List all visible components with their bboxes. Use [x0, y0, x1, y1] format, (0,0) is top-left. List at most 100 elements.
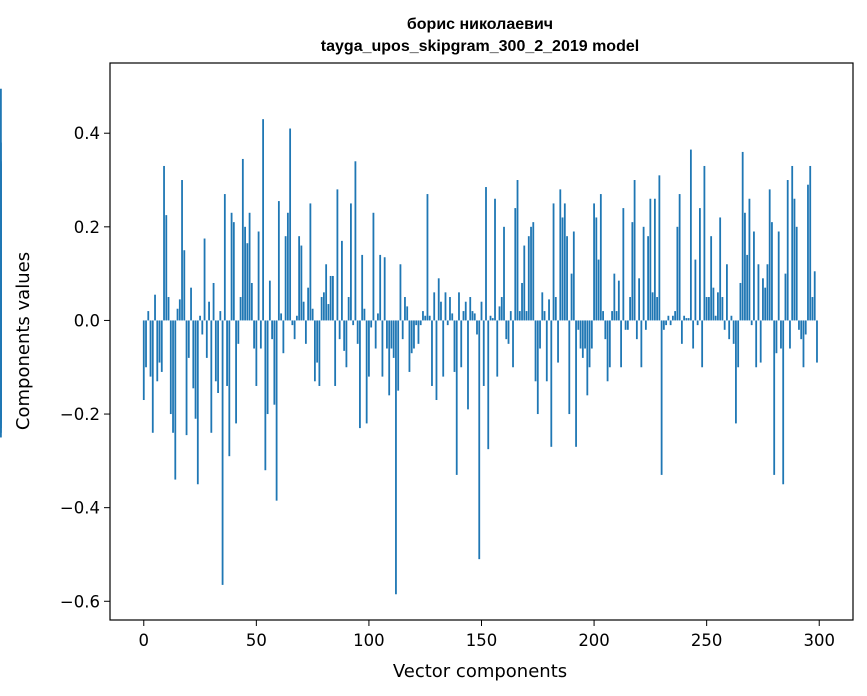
bar-234: [669, 320, 672, 326]
bar-51: [257, 231, 260, 321]
x-tick-label-200: 200: [578, 631, 610, 650]
bar-139: [455, 320, 458, 475]
bar-111: [392, 320, 395, 358]
plot-frame: [109, 62, 854, 621]
bar-211: [617, 280, 620, 321]
bar-32: [214, 320, 217, 382]
bar-47: [248, 212, 251, 321]
bar-25: [199, 315, 201, 321]
bar-115: [401, 320, 404, 340]
bar-84: [332, 275, 334, 321]
bar-140: [458, 292, 460, 321]
bar-129: [433, 292, 436, 321]
bar-77: [316, 320, 319, 363]
bar-272: [755, 320, 758, 368]
bar-34: [219, 311, 222, 321]
bar-135: [446, 320, 449, 326]
bar-289: [793, 198, 796, 321]
bar-247: [699, 208, 701, 321]
y-tick-label-1: −0.4: [60, 499, 100, 518]
bar-19: [185, 320, 188, 436]
bar-167: [518, 311, 521, 321]
bar-188: [566, 236, 568, 321]
bar-58: [273, 320, 276, 405]
bar-269: [748, 198, 751, 321]
bar-157: [496, 320, 499, 377]
x-axis-label: Vector components: [393, 661, 567, 682]
bar-66: [291, 320, 294, 326]
bar-38: [228, 320, 231, 457]
bar-264: [737, 320, 740, 368]
bar-131: [437, 278, 440, 321]
chart-title: борис николаевич: [407, 16, 553, 33]
bar-61: [280, 313, 283, 321]
bar-195: [581, 320, 584, 358]
bar-50: [255, 320, 258, 386]
bar-24: [196, 320, 199, 485]
bar-180: [548, 299, 550, 321]
bar-223: [644, 320, 647, 330]
bar-2: [147, 311, 150, 321]
bar-60: [277, 201, 280, 321]
bar-204: [602, 311, 604, 321]
y-tick-label-3: 0.0: [74, 311, 100, 330]
bar-173: [532, 222, 535, 321]
bar-214: [624, 320, 627, 330]
bar-73: [307, 287, 310, 321]
bar-179: [545, 320, 548, 382]
bar-184: [557, 320, 559, 363]
bar-240: [683, 315, 686, 321]
bar-0: [142, 320, 145, 401]
bar-158: [498, 306, 501, 321]
bar-197: [586, 320, 589, 396]
bar-83: [329, 275, 332, 321]
bar-88: [341, 240, 343, 321]
bar-98: [363, 308, 366, 321]
bar-299: [816, 320, 818, 363]
bar-68: [295, 315, 298, 321]
bar-13: [172, 320, 174, 433]
bar-243: [689, 149, 692, 321]
bar-48: [250, 282, 253, 321]
bar-262: [732, 320, 735, 344]
bar-110: [390, 320, 393, 349]
bar-295: [807, 184, 809, 321]
bar-112: [395, 320, 397, 595]
bar-127: [428, 315, 431, 321]
bar-159: [500, 297, 503, 321]
bar-231: [662, 320, 665, 330]
bar-138: [453, 320, 456, 372]
bar-284: [782, 320, 785, 485]
bar-57: [271, 320, 274, 340]
bar-94: [354, 161, 357, 321]
bar-143: [464, 301, 467, 321]
bar-102: [372, 212, 375, 321]
bar-118: [408, 320, 411, 372]
bar-161: [505, 320, 508, 340]
bar-62: [282, 320, 285, 354]
bar-199: [590, 320, 593, 349]
bar-274: [759, 320, 762, 363]
bar-227: [653, 198, 656, 321]
bar-92: [350, 203, 352, 321]
bar-286: [786, 180, 789, 321]
bar-22: [192, 320, 195, 389]
bar-156: [494, 198, 496, 321]
bar-208: [611, 311, 613, 321]
bar-123: [419, 320, 422, 326]
bar-4: [151, 320, 154, 433]
bar-298: [813, 271, 816, 321]
bar-276: [764, 287, 767, 321]
bar-71: [302, 301, 305, 321]
bar-230: [660, 320, 663, 475]
bar-285: [784, 273, 787, 321]
bar-226: [651, 292, 654, 321]
bar-171: [527, 236, 530, 321]
bar-177: [541, 292, 544, 321]
bar-114: [399, 264, 402, 321]
bar-239: [680, 320, 683, 344]
bar-132: [440, 301, 442, 321]
bar-55: [266, 320, 269, 415]
bar-149: [478, 320, 481, 560]
bar-196: [584, 320, 586, 349]
